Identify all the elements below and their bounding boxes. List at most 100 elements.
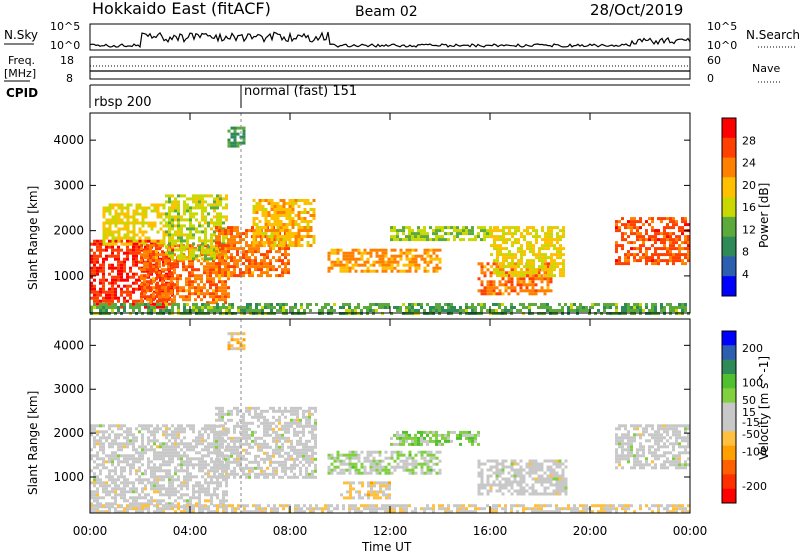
range-gate-cell xyxy=(393,306,396,309)
range-gate-cell xyxy=(314,427,317,431)
range-gate-cell xyxy=(357,471,361,475)
range-gate-cell xyxy=(287,457,290,461)
range-gate-cell xyxy=(206,289,209,293)
range-gate-cell xyxy=(162,469,165,473)
range-gate-cell xyxy=(206,280,209,284)
range-gate-cell xyxy=(384,450,388,454)
range-gate-cell xyxy=(96,490,99,494)
range-gate-cell xyxy=(111,454,114,458)
range-gate-cell xyxy=(129,242,133,246)
range-gate-cell xyxy=(204,493,207,497)
range-gate-cell xyxy=(636,226,639,230)
range-gate-cell xyxy=(282,238,286,241)
range-gate-cell xyxy=(541,265,544,269)
range-gate-cell xyxy=(502,253,505,257)
range-gate-cell xyxy=(504,286,508,290)
range-gate-cell xyxy=(146,244,149,248)
range-gate-cell xyxy=(129,251,132,255)
range-gate-cell xyxy=(198,493,201,497)
range-gate-cell xyxy=(285,309,288,312)
range-gate-cell xyxy=(126,242,130,246)
range-gate-cell xyxy=(117,257,120,261)
range-gate-cell xyxy=(146,247,149,251)
range-gate-cell xyxy=(504,309,507,312)
range-gate-cell xyxy=(378,263,382,267)
range-gate-cell xyxy=(219,251,222,255)
range-gate-cell xyxy=(140,274,143,278)
range-gate-cell xyxy=(639,235,642,239)
range-gate-cell xyxy=(195,303,198,306)
range-gate-cell xyxy=(230,265,233,269)
range-gate-cell xyxy=(230,412,233,416)
range-gate-cell xyxy=(333,309,336,312)
range-gate-cell xyxy=(153,478,156,482)
range-gate-cell xyxy=(195,463,198,467)
range-gate-cell xyxy=(642,309,645,312)
range-gate-cell xyxy=(263,439,266,443)
range-gate-cell xyxy=(267,306,270,309)
range-gate-cell xyxy=(114,221,118,225)
range-gate-cell xyxy=(177,445,180,449)
range-gate-cell xyxy=(300,238,304,241)
range-gate-cell xyxy=(117,266,120,270)
range-gate-cell xyxy=(636,306,639,309)
range-gate-cell xyxy=(642,256,645,260)
range-gate-cell xyxy=(221,289,224,293)
range-gate-cell xyxy=(132,439,135,443)
range-gate-cell xyxy=(510,309,513,312)
range-gate-cell xyxy=(336,263,340,267)
range-gate-cell xyxy=(260,448,263,452)
range-gate-cell xyxy=(642,244,645,248)
range-gate-cell xyxy=(108,296,111,300)
range-gate-cell xyxy=(141,436,144,440)
range-gate-cell xyxy=(171,215,174,219)
range-gate-cell xyxy=(201,466,204,470)
range-gate-cell xyxy=(123,303,126,306)
range-gate-cell xyxy=(146,274,149,278)
range-gate-cell xyxy=(96,487,99,491)
range-gate-cell xyxy=(215,295,218,299)
range-gate-cell xyxy=(300,303,303,306)
range-gate-cell xyxy=(188,286,191,290)
range-gate-cell xyxy=(201,306,204,309)
range-gate-cell xyxy=(327,456,331,460)
range-gate-cell xyxy=(207,424,210,428)
range-gate-cell xyxy=(345,309,348,312)
range-gate-cell xyxy=(195,206,198,210)
range-gate-cell xyxy=(173,295,176,299)
range-gate-cell xyxy=(180,487,183,491)
range-gate-cell xyxy=(129,248,132,252)
range-gate-cell xyxy=(213,309,216,312)
range-gate-cell xyxy=(141,454,144,458)
range-gate-cell xyxy=(215,256,218,260)
range-gate-cell xyxy=(669,309,672,312)
range-gate-cell xyxy=(126,206,130,210)
range-gate-cell xyxy=(135,499,138,503)
range-gate-cell xyxy=(218,229,221,233)
range-gate-cell xyxy=(96,272,99,276)
range-gate-cell xyxy=(146,280,149,284)
range-gate-cell xyxy=(369,269,373,273)
range-gate-cell xyxy=(149,259,152,263)
range-gate-cell xyxy=(396,238,399,242)
range-gate-cell xyxy=(354,471,358,475)
range-gate-cell xyxy=(206,268,209,272)
range-gate-cell xyxy=(654,247,657,251)
range-gate-cell xyxy=(108,457,111,461)
range-gate-cell xyxy=(384,263,388,267)
range-gate-cell xyxy=(681,253,684,257)
y-tick-label: 2000 xyxy=(53,224,84,238)
range-gate-cell xyxy=(423,459,427,463)
range-gate-cell xyxy=(218,472,221,476)
range-gate-cell xyxy=(281,469,284,473)
range-gate-cell xyxy=(411,459,415,463)
range-gate-cell xyxy=(435,436,438,440)
range-gate-cell xyxy=(363,471,367,475)
range-gate-cell xyxy=(141,478,144,482)
range-gate-cell xyxy=(429,459,433,463)
range-gate-cell xyxy=(535,235,538,239)
range-gate-cell xyxy=(302,451,305,455)
range-gate-cell xyxy=(174,493,177,497)
range-gate-cell xyxy=(264,208,268,211)
range-gate-cell xyxy=(192,430,195,434)
